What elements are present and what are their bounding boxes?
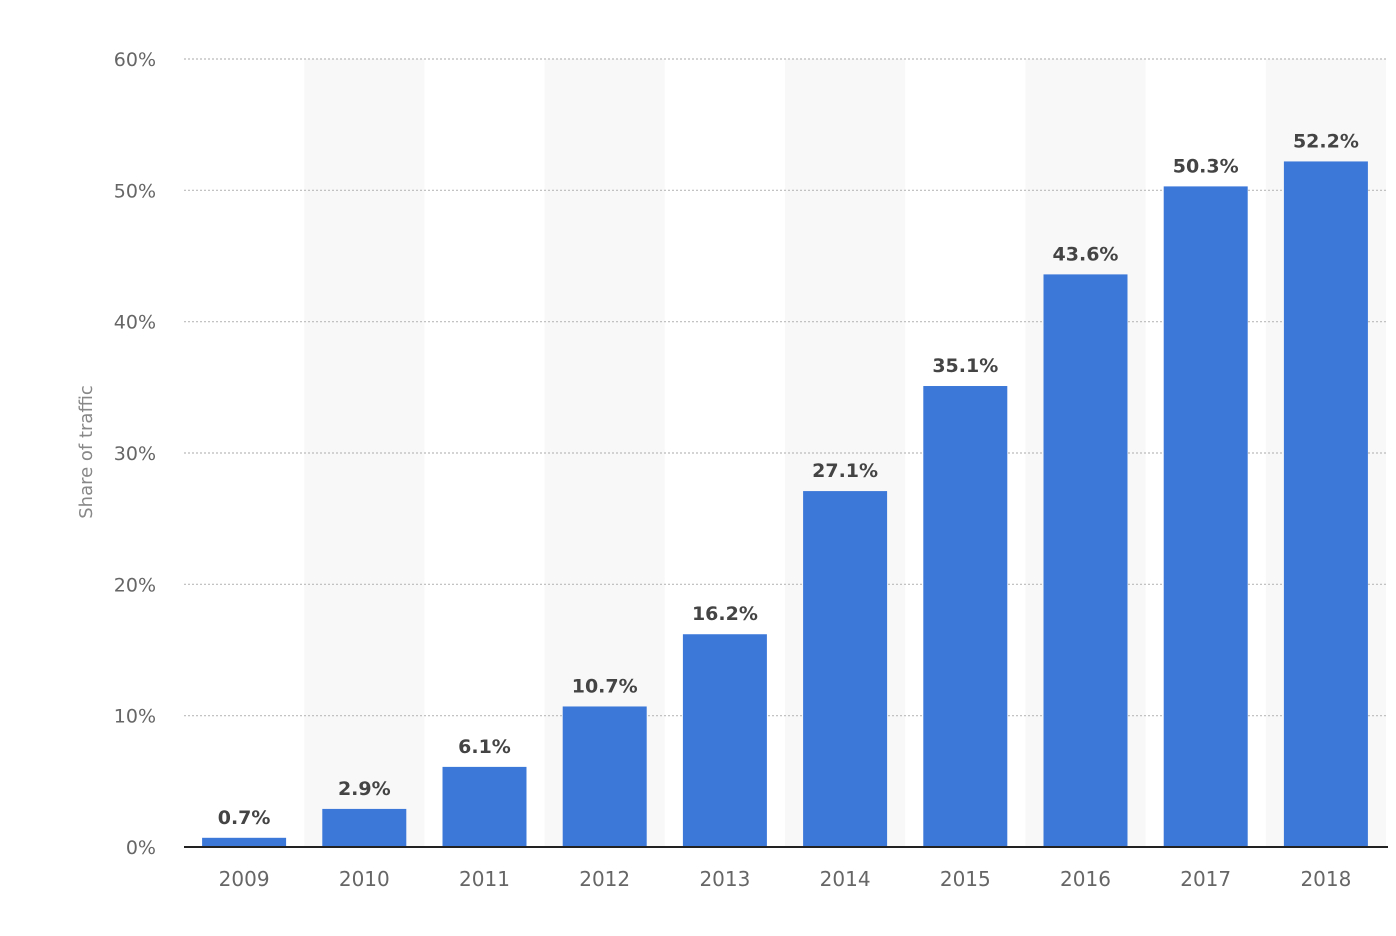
x-tick-label: 2017 <box>1180 867 1231 891</box>
gridlines <box>184 58 1388 717</box>
x-tick-label: 2009 <box>219 867 270 891</box>
bar[interactable] <box>1163 186 1248 848</box>
x-axis-ticks: 2009 2010 2011 2012 2013 2014 2015 2016 2017 2018 <box>219 867 1352 891</box>
data-label: 16.2% <box>692 603 758 625</box>
bar[interactable] <box>1043 274 1128 847</box>
x-tick-label: 2014 <box>820 867 871 891</box>
data-label: 2.9% <box>338 778 391 800</box>
data-label: 10.7% <box>572 675 638 697</box>
bar[interactable] <box>682 634 767 847</box>
x-tick-label: 2016 <box>1060 867 1111 891</box>
y-tick-label: 60% <box>114 49 156 71</box>
bar[interactable] <box>322 808 407 847</box>
data-label: 35.1% <box>932 355 998 377</box>
y-tick-label: 20% <box>114 574 156 596</box>
x-tick-label: 2012 <box>579 867 630 891</box>
data-label: 6.1% <box>458 736 511 758</box>
data-label: 0.7% <box>218 807 271 829</box>
x-tick-label: 2013 <box>699 867 750 891</box>
bar[interactable] <box>442 766 527 847</box>
bars <box>202 161 1368 848</box>
y-tick-label: 40% <box>114 312 156 334</box>
bar[interactable] <box>202 837 287 847</box>
data-labels: 0.7% 2.9% 6.1% 10.7% 16.2% 27.1% 35.1% 43.6% 50.… <box>218 130 1359 828</box>
bar[interactable] <box>803 491 888 847</box>
y-tick-label: 0% <box>126 837 156 859</box>
y-tick-label: 10% <box>114 706 156 728</box>
y-axis-ticks: 0% 10% 20% 30% 40% 50% 60% <box>114 49 156 859</box>
bar[interactable] <box>562 706 647 847</box>
x-tick-label: 2018 <box>1300 867 1351 891</box>
y-tick-label: 50% <box>114 180 156 202</box>
y-axis-title: Share of traffic <box>76 385 97 519</box>
bar[interactable] <box>1283 161 1368 847</box>
data-label: 27.1% <box>812 460 878 482</box>
data-label: 43.6% <box>1053 243 1119 265</box>
x-tick-label: 2010 <box>339 867 390 891</box>
data-label: 52.2% <box>1293 130 1359 152</box>
x-tick-label: 2011 <box>459 867 510 891</box>
x-tick-label: 2015 <box>940 867 991 891</box>
y-tick-label: 30% <box>114 443 156 465</box>
data-label: 50.3% <box>1173 155 1239 177</box>
bar[interactable] <box>923 386 1008 847</box>
